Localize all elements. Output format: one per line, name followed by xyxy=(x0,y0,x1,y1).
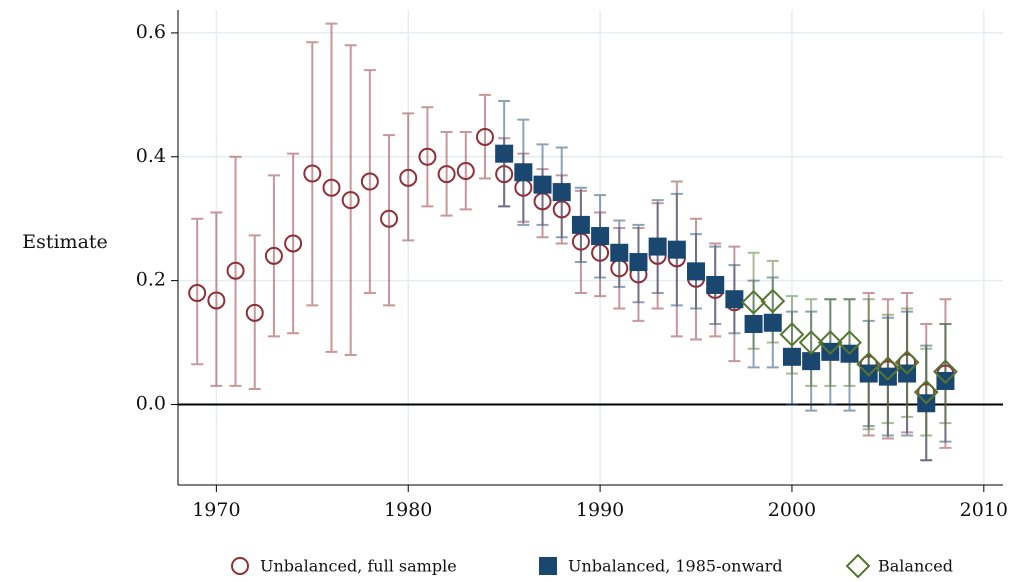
x-tick-label: 2000 xyxy=(768,499,816,521)
marker-circle xyxy=(437,165,456,184)
x-tick-label: 1980 xyxy=(384,499,432,521)
legend-marker xyxy=(845,553,871,579)
error-bar xyxy=(478,93,491,180)
legend: Unbalanced, full sample Unbalanced, 1985-… xyxy=(231,553,953,579)
marker-square xyxy=(495,144,514,163)
marker-square xyxy=(802,352,821,371)
marker-square xyxy=(744,314,763,333)
marker-square xyxy=(629,253,648,272)
marker-square xyxy=(591,227,610,246)
x-tick-label: 1970 xyxy=(192,499,240,521)
error-bar xyxy=(824,298,837,387)
marker-square xyxy=(821,342,840,361)
marker-circle xyxy=(264,246,283,265)
y-tick-label: 0.2 xyxy=(136,269,166,291)
marker-square xyxy=(687,262,706,281)
marker-circle xyxy=(303,164,322,183)
error-bar xyxy=(229,155,242,387)
error-bar xyxy=(306,41,319,307)
marker-circle xyxy=(207,291,226,310)
marker-circle xyxy=(322,178,341,197)
legend-marker xyxy=(539,557,557,575)
marker-square xyxy=(878,367,897,386)
error-bar xyxy=(459,131,472,211)
marker-circle xyxy=(341,191,360,210)
marker-circle xyxy=(380,209,399,228)
marker-circle xyxy=(284,234,303,253)
error-bar xyxy=(383,134,396,307)
x-tick-label: 2010 xyxy=(960,499,1008,521)
marker-square xyxy=(936,371,955,390)
y-tick-label: 0.4 xyxy=(136,145,166,167)
marker-diamond xyxy=(933,359,958,385)
error-bar xyxy=(805,298,818,387)
legend-label: Unbalanced, full sample xyxy=(260,557,457,576)
legend-marker xyxy=(231,557,249,575)
marker-square xyxy=(859,364,878,383)
error-bar xyxy=(344,44,357,356)
legend-label: Balanced xyxy=(878,557,953,576)
error-bar xyxy=(248,234,261,391)
error-bar xyxy=(191,217,204,366)
marker-circle xyxy=(475,127,494,146)
error-bar xyxy=(440,131,453,217)
error-bar xyxy=(862,298,875,431)
marker-diamond xyxy=(856,351,882,377)
marker-diamond xyxy=(779,322,805,347)
error-bar xyxy=(421,106,434,208)
marker-circle xyxy=(226,261,245,280)
error-bar xyxy=(287,152,300,335)
error-bar xyxy=(267,174,280,338)
marker-circle xyxy=(552,200,571,219)
marker-diamond xyxy=(894,349,920,375)
marker-square xyxy=(782,347,801,366)
marker-square xyxy=(667,240,686,259)
marker-square xyxy=(533,175,552,194)
marker-square xyxy=(514,163,533,182)
marker-diamond xyxy=(817,330,843,355)
marker-square xyxy=(571,215,590,234)
marker-circle xyxy=(399,168,418,187)
marker-diamond xyxy=(913,379,939,405)
error-bar xyxy=(363,69,376,295)
marker-circle xyxy=(360,172,379,191)
error-bar xyxy=(402,112,415,242)
marker-diamond xyxy=(798,330,824,355)
marker-circle xyxy=(418,147,437,166)
error-bar xyxy=(920,347,933,437)
marker-diamond xyxy=(875,356,901,381)
marker-square xyxy=(610,243,629,262)
marker-square xyxy=(763,313,782,332)
legend-label: Unbalanced, 1985-onward xyxy=(568,557,783,576)
marker-circle xyxy=(245,303,264,322)
error-bar xyxy=(843,298,856,387)
marker-circle xyxy=(495,165,514,184)
y-tick-label: 0.0 xyxy=(136,392,166,414)
marker-diamond xyxy=(741,289,766,315)
marker-square xyxy=(648,237,667,256)
marker-square xyxy=(552,183,571,202)
y-axis-label: Estimate xyxy=(22,231,108,253)
error-bar xyxy=(325,22,338,353)
error-bar xyxy=(210,211,223,387)
x-tick-label: 1990 xyxy=(576,499,624,521)
marker-circle xyxy=(188,284,207,303)
error-bar xyxy=(901,307,914,418)
marker-circle xyxy=(456,162,475,181)
y-tick-label: 0.6 xyxy=(136,21,166,43)
marker-diamond xyxy=(760,288,786,314)
marker-diamond xyxy=(837,330,862,355)
marker-square xyxy=(706,275,725,294)
marker-square xyxy=(725,290,744,309)
